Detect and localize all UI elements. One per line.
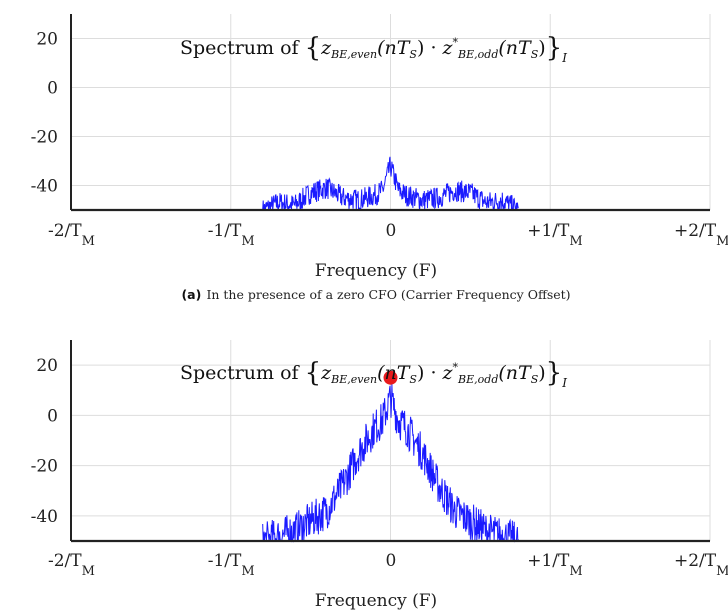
x-tick-labels-b: -2/TM -1/TM 0 +1/TM +2/TM: [48, 551, 728, 579]
y-tick-label: -40: [31, 177, 58, 197]
y-tick-label: 20: [36, 30, 58, 50]
y-tick-label: 20: [36, 356, 58, 376]
x-tick-label: +1/TM: [527, 221, 582, 249]
x-tick-label: -1/TM: [208, 221, 255, 249]
x-tick-label: 0: [386, 221, 397, 241]
y-tick-label: -20: [31, 128, 58, 148]
grid-a: [70, 14, 711, 210]
spectrum-line: [262, 156, 519, 212]
peak-marker: [383, 370, 398, 385]
x-tick-label: +1/TM: [527, 551, 582, 579]
y-tick-label: -40: [31, 507, 58, 527]
x-axis-label-b: Frequency (F): [315, 591, 437, 611]
series-a: [262, 156, 519, 212]
x-axis-label-a: Frequency (F): [315, 261, 437, 281]
y-tick-labels-b: 20 0 -20 -40: [31, 356, 58, 527]
y-tick-label: 0: [47, 406, 58, 426]
y-tick-label: 0: [47, 79, 58, 99]
panel-b: 20 0 -20 -40 -2/TM -1/TM 0 +1/TM +2/TM Spectrum…: [31, 340, 728, 611]
x-tick-label: -2/TM: [48, 221, 95, 249]
x-tick-labels-a: -2/TM -1/TM 0 +1/TM +2/TM: [48, 221, 728, 249]
x-tick-label: -2/TM: [48, 551, 95, 579]
panel-a: 20 0 -20 -40 -2/TM -1/TM 0 +1/TM +2/TM Spectrum…: [31, 14, 728, 303]
x-tick-label: +2/TM: [674, 221, 728, 249]
series-b: [262, 370, 519, 543]
spectrum-line: [262, 384, 519, 543]
chart-title-a: Spectrum of {zBE,even(nTS) · z*BE,odd(nT…: [180, 33, 567, 65]
x-tick-label: -1/TM: [208, 551, 255, 579]
x-tick-label: 0: [386, 551, 397, 571]
y-tick-label: -20: [31, 457, 58, 477]
x-tick-label: +2/TM: [674, 551, 728, 579]
y-tick-labels-a: 20 0 -20 -40: [31, 30, 58, 197]
chart-title-b: Spectrum of {zBE,even(nTS) · z*BE,odd(nT…: [180, 358, 567, 390]
caption-a: (a) In the presence of a zero CFO (Carri…: [181, 284, 570, 303]
